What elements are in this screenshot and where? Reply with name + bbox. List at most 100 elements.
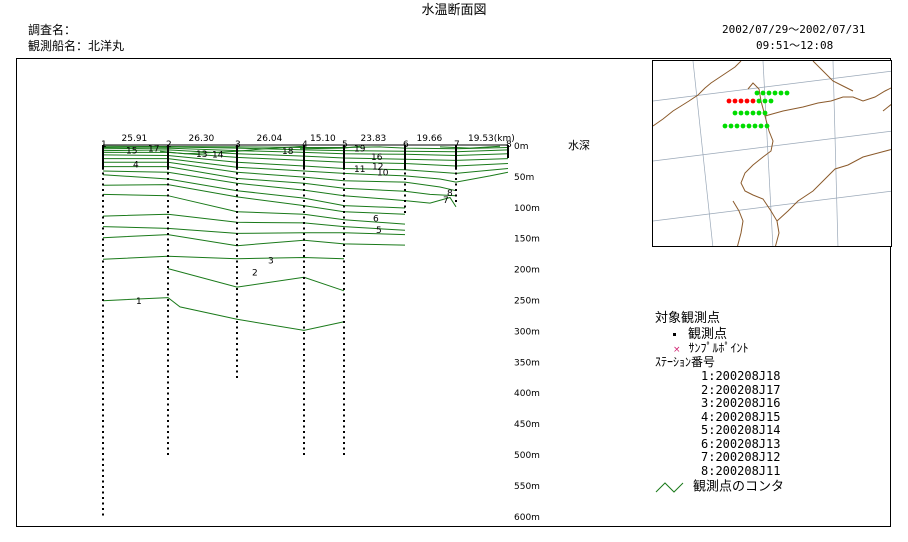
sample-dot (102, 414, 104, 417)
sample-dot (102, 365, 104, 367)
sample-dot (102, 189, 104, 191)
sample-dot (343, 387, 345, 389)
contour-label: 8 (447, 189, 453, 199)
sample-dot (102, 255, 104, 257)
legend-title: 対象観測点 (655, 311, 721, 326)
sample-dot (167, 233, 169, 235)
ship-name-label: 観測船名：北洋丸 (28, 39, 125, 53)
contour-line (102, 226, 406, 236)
contour-label: 16 (371, 153, 383, 163)
depth-tick-label: 400m (514, 389, 540, 399)
station-number: 6 (403, 140, 409, 150)
map-station-point (732, 110, 738, 116)
sample-dot (303, 227, 305, 230)
sample-dot (343, 178, 345, 180)
sample-dot (404, 150, 406, 153)
sample-dot (303, 420, 305, 422)
depth-tick-label: 150m (514, 235, 540, 245)
sample-dot (236, 266, 238, 268)
map-station-point (762, 98, 768, 104)
survey-name-label: 調査名： (28, 23, 77, 37)
sample-dot (303, 183, 305, 186)
sample-dot (236, 282, 238, 285)
map-station-point (744, 98, 750, 104)
sample-dot (102, 321, 104, 323)
depth-tick-label: 100m (514, 204, 540, 214)
segment-distance: 26.04 (257, 134, 283, 144)
sample-dot (303, 233, 305, 235)
sample-dot (102, 343, 104, 345)
coastline-path (764, 87, 891, 117)
sample-dot (102, 260, 104, 263)
sample-dot (167, 205, 169, 208)
sample-dot (343, 161, 345, 164)
sample-dot (167, 343, 169, 345)
sample-dot (167, 447, 169, 450)
contour-line (102, 149, 509, 161)
sample-dot (343, 425, 345, 428)
depth-tick-label: 550m (514, 482, 540, 492)
graticule-line (653, 130, 891, 162)
sample-dot (303, 387, 305, 389)
sample-dot (236, 222, 238, 224)
sample-dot (343, 227, 345, 230)
contour-label: 18 (282, 147, 294, 157)
sample-dot (303, 409, 305, 411)
sample-dot (102, 299, 104, 301)
sample-dot (167, 238, 169, 241)
sample-dot (167, 288, 169, 290)
map-station-points (722, 90, 790, 129)
sample-dot (167, 216, 169, 219)
sample-dot (236, 227, 238, 230)
sample-dot (167, 211, 169, 213)
depth-tick-label: 50m (514, 173, 534, 183)
legend-station-list: 1:200208J18 2:200208J17 3:200208J16 4:20020… (701, 370, 780, 478)
sample-dot (236, 310, 238, 312)
sample-dot (102, 458, 104, 461)
sample-dot (167, 376, 169, 378)
sample-dot (102, 480, 104, 483)
sample-dot (404, 200, 406, 202)
sample-dot (303, 436, 305, 439)
sample-dot (102, 172, 104, 175)
sample-dot (167, 282, 169, 285)
sample-dot (167, 260, 169, 263)
legend-contour-label: 観測点のコンタ (693, 479, 785, 495)
sample-dot (404, 211, 406, 213)
sample-dot (343, 337, 345, 340)
sample-dot (102, 183, 104, 186)
sample-dot (303, 282, 305, 285)
sample-dot (343, 172, 345, 175)
sample-dot (102, 436, 104, 439)
contour-label: 3 (268, 256, 274, 266)
sample-dot (167, 436, 169, 439)
sample-dot (102, 167, 104, 169)
sample-dot (102, 238, 104, 241)
sample-dot (167, 359, 169, 362)
contour-line (102, 170, 457, 208)
sample-dot (102, 497, 104, 499)
sample-dot (343, 420, 345, 422)
sample-dot (404, 178, 406, 180)
sample-dot (343, 233, 345, 235)
sample-dot (167, 271, 169, 274)
contour-line-icon (655, 482, 684, 493)
sample-dot (167, 150, 169, 153)
sample-dot (102, 387, 104, 389)
obs-point-icon (673, 333, 676, 336)
sample-dot (404, 172, 406, 175)
sample-dot (303, 447, 305, 450)
map-station-point (744, 110, 750, 116)
sample-dot (102, 502, 104, 505)
sample-dot (102, 244, 104, 246)
sample-dot (343, 167, 345, 169)
sample-dot (455, 150, 457, 153)
coastline-path (882, 103, 891, 112)
sample-dot (167, 409, 169, 411)
sample-dot (236, 354, 238, 356)
contour-line (103, 161, 457, 192)
sample-dot (236, 244, 238, 246)
sample-dot (236, 233, 238, 235)
map-station-point (784, 90, 790, 96)
sample-dot (167, 167, 169, 169)
